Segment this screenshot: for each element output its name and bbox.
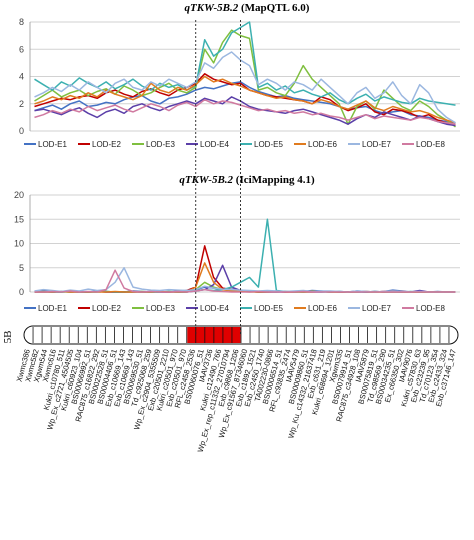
legend-label: LOD-E8 xyxy=(416,304,445,313)
series-line-lod-e8 xyxy=(34,98,456,125)
legend-label: LOD-E2 xyxy=(92,304,121,313)
chromosome-label: 5B xyxy=(2,331,14,344)
y-tick-label: 4 xyxy=(19,72,24,82)
series-line-lod-e8 xyxy=(34,269,456,293)
series-line-lod-e2 xyxy=(34,245,456,293)
legend-label: LOD-E7 xyxy=(362,140,391,149)
legend-label: LOD-E5 xyxy=(254,304,283,313)
series-line-lod-e2 xyxy=(34,73,456,127)
legend-label: LOD-E3 xyxy=(146,304,175,313)
chart-title-italic: qTKW-5B.2 xyxy=(179,174,233,186)
chart-title-italic: qTKW-5B.2 xyxy=(185,2,239,14)
legend-label: LOD-E4 xyxy=(200,304,229,313)
series-line-lod-e5 xyxy=(34,218,456,293)
y-tick-label: 8 xyxy=(19,17,24,27)
series-line-lod-e7 xyxy=(34,51,456,124)
mapqtl-lod-chart: qTKW-5B.2 (MapQTL 6.0) 0 2 4 6 8 LOD-E1 LOD-E2 L… xyxy=(19,2,460,149)
chart-title: qTKW-5B.2 (MapQTL 6.0) xyxy=(185,2,310,14)
series-line-lod-e5 xyxy=(34,21,456,106)
y-tick-label: 10 xyxy=(14,239,24,249)
legend-label: LOD-E5 xyxy=(254,140,283,149)
legend-label: LOD-E1 xyxy=(38,304,67,313)
legend-label: LOD-E2 xyxy=(92,140,121,149)
y-tick-label: 0 xyxy=(19,287,24,297)
y-tick-label: 5 xyxy=(19,263,24,273)
series-line-lod-e4 xyxy=(34,96,456,127)
y-tick-label: 15 xyxy=(14,214,24,224)
legend-label: LOD-E3 xyxy=(146,140,175,149)
legend-label: LOD-E6 xyxy=(308,140,337,149)
series-line-lod-e4 xyxy=(34,264,456,293)
chart-title-rest: (MapQTL 6.0) xyxy=(238,2,310,14)
legend-label: LOD-E1 xyxy=(38,140,67,149)
legend-label: LOD-E8 xyxy=(416,140,445,149)
legend-label: LOD-E7 xyxy=(362,304,391,313)
legend-label: LOD-E4 xyxy=(200,140,229,149)
y-tick-label: 2 xyxy=(19,99,24,109)
chart-title: qTKW-5B.2 (IciMapping 4.1) xyxy=(179,174,315,186)
y-tick-label: 20 xyxy=(14,190,24,200)
icimapping-lod-chart: qTKW-5B.2 (IciMapping 4.1) 0 5 10 15 20 LOD-E1… xyxy=(14,174,460,313)
chart-title-rest: (IciMapping 4.1) xyxy=(233,174,315,186)
chromosome-5b-map: 5BXwmc386Xwmc582Xgwm544Xwmc616Kukri_c107… xyxy=(2,325,459,453)
y-tick-label: 6 xyxy=(19,44,24,54)
y-tick-label: 0 xyxy=(19,126,24,136)
legend-label: LOD-E6 xyxy=(308,304,337,313)
